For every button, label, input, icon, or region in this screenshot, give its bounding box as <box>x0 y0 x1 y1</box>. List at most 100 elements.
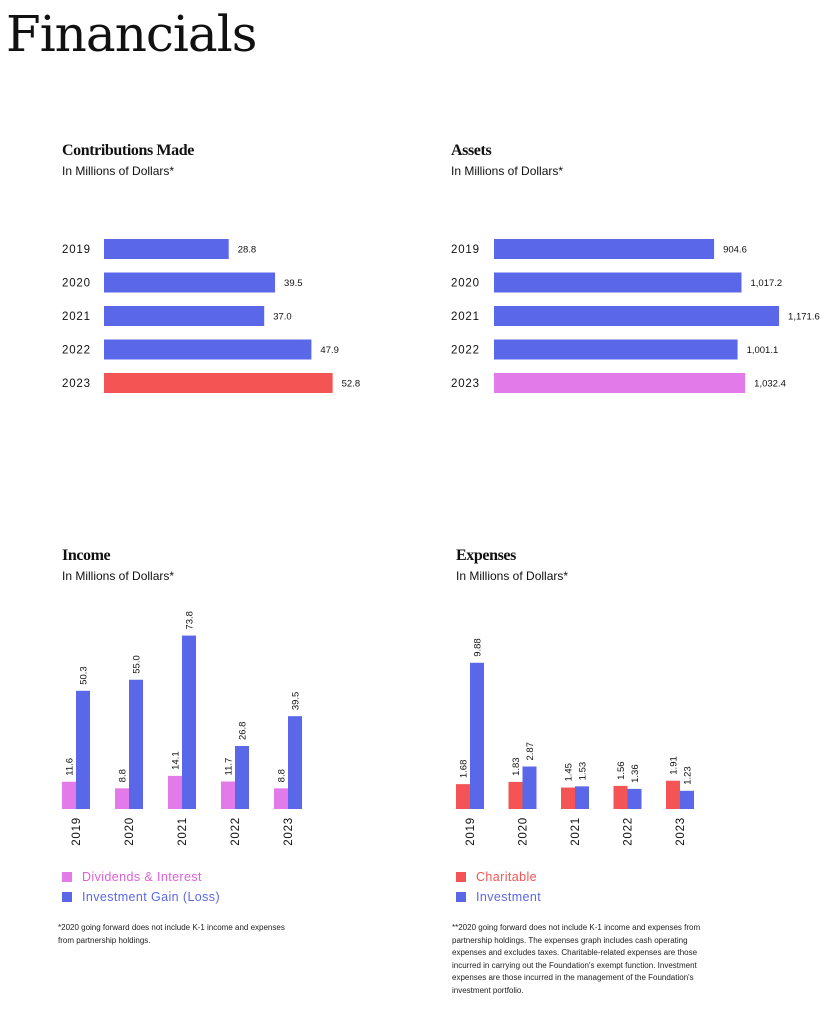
value-label: 28.8 <box>238 245 256 256</box>
bar-series-2 <box>680 790 694 809</box>
bar-series-2 <box>575 786 589 809</box>
contributions-chart: 2019 28.8 2020 39.5 2021 37.0 2022 47.9 2023 52.8 <box>62 239 361 393</box>
value-label: 1.23 <box>683 766 694 785</box>
year-label: 2023 <box>283 817 295 846</box>
year-label: 2022 <box>230 817 242 846</box>
value-label: 1.91 <box>669 756 680 775</box>
assets-title: Assets <box>451 142 492 159</box>
year-label: 2019 <box>62 244 91 256</box>
year-label: 2020 <box>62 278 91 290</box>
bar-series-1 <box>115 788 129 809</box>
bar-series-1 <box>168 775 182 809</box>
legend-item-charitable: Charitable <box>456 867 541 887</box>
year-label: 2022 <box>623 817 635 846</box>
investment-swatch <box>456 892 466 902</box>
expenses-chart: 1.68 9.88 2019 1.832.87 2020 1.45 1.53 2021 1.56… <box>456 638 694 846</box>
value-label: 11.6 <box>65 758 76 776</box>
income-panel: Income In Millions of Dollars* 11.6 50.3 2… <box>62 547 362 867</box>
bar <box>104 272 276 293</box>
assets-chart: 2019 904.6 2020 1,017.2 2021 1,171.6 2022 1,001… <box>451 239 820 393</box>
value-label: 55.0 <box>132 655 143 674</box>
bar-series-1 <box>274 788 288 809</box>
value-label: 1.45 <box>564 763 575 782</box>
year-label: 2019 <box>465 817 477 846</box>
value-label: 1,017.2 <box>750 278 782 289</box>
value-label: 37.0 <box>273 312 292 323</box>
value-label: 11.7 <box>224 758 235 776</box>
bar-series-2 <box>470 662 484 809</box>
value-label: 1,032.4 <box>754 379 786 390</box>
bar-series-2 <box>235 746 249 809</box>
year-label: 2020 <box>518 817 530 846</box>
page-title: Financials <box>6 5 257 63</box>
value-label: 39.5 <box>284 278 303 289</box>
bar-highlight <box>104 373 333 393</box>
bar <box>494 272 742 293</box>
bar-series-1 <box>666 780 680 809</box>
bar-series-2 <box>522 766 537 809</box>
investment-gain-swatch <box>62 892 72 902</box>
value-label: 52.8 <box>342 379 361 390</box>
year-label: 2020 <box>124 817 136 846</box>
value-label: 26.8 <box>238 722 249 741</box>
bar-series-2 <box>182 635 196 809</box>
legend-label-investment-gain: Investment Gain (Loss) <box>82 890 221 904</box>
value-label: 1,001.1 <box>747 345 779 356</box>
income-legend: Dividends & Interest Investment Gain (Lo… <box>62 867 220 907</box>
year-label: 2021 <box>451 311 480 323</box>
bar <box>104 306 265 326</box>
expenses-panel: Expenses In Millions of Dollars* 1.68 9.8… <box>456 547 756 867</box>
contributions-title: Contributions Made <box>62 142 194 159</box>
bar-series-2 <box>76 690 90 809</box>
year-label: 2023 <box>451 378 480 390</box>
year-label: 2019 <box>71 817 83 846</box>
bar-series-1 <box>456 784 470 809</box>
bar-series-1 <box>561 787 575 809</box>
year-label: 2023 <box>675 817 687 846</box>
value-label: 50.3 <box>79 666 90 685</box>
income-subtitle: In Millions of Dollars* <box>62 569 175 583</box>
year-label: 2023 <box>62 378 91 390</box>
bar <box>494 239 715 259</box>
legend-label-investment: Investment <box>476 890 542 904</box>
bar-series-2 <box>627 788 642 809</box>
value-label: 1.53 <box>578 762 589 781</box>
bar <box>104 339 312 360</box>
bar-series-2 <box>129 679 143 809</box>
year-label: 2021 <box>177 817 189 846</box>
value-label: 1.56 <box>616 761 627 780</box>
bar-series-1 <box>221 781 235 809</box>
bar-series-2 <box>288 716 302 809</box>
value-label: 1,171.6 <box>788 312 820 323</box>
income-title: Income <box>62 547 111 564</box>
bar-series-1 <box>613 785 628 809</box>
value-label: 39.5 <box>291 692 302 711</box>
bar-highlight <box>494 373 746 393</box>
bar <box>494 306 780 326</box>
year-label: 2021 <box>570 817 582 846</box>
value-label: 1.83 <box>511 757 522 776</box>
income-footnote: *2020 going forward does not include K-1… <box>58 923 285 945</box>
income-chart: 11.6 50.3 2019 8.8 55.0 2020 14.1 73.8 2021 11.7 2… <box>62 611 302 846</box>
legend-item-dividends: Dividends & Interest <box>62 867 220 887</box>
legend-label-charitable: Charitable <box>476 870 537 884</box>
bar-series-1 <box>62 781 76 809</box>
legend-label-dividends: Dividends & Interest <box>82 870 202 884</box>
assets-panel: Assets In Millions of Dollars* 2019 904.6… <box>451 142 821 402</box>
value-label: 1.36 <box>630 764 641 783</box>
value-label: 8.8 <box>277 769 288 782</box>
year-label: 2020 <box>451 278 480 290</box>
legend-item-investment: Investment <box>456 887 541 907</box>
assets-subtitle: In Millions of Dollars* <box>451 164 564 178</box>
value-label: 904.6 <box>723 245 747 256</box>
charitable-swatch <box>456 872 466 882</box>
bar <box>494 339 738 360</box>
bar-series-1 <box>508 781 523 809</box>
expenses-footnote: **2020 going forward does not include K-… <box>452 923 701 995</box>
expenses-subtitle: In Millions of Dollars* <box>456 569 569 583</box>
value-label: 47.9 <box>320 345 339 356</box>
value-label: 2.87 <box>525 742 536 761</box>
year-label: 2019 <box>451 244 480 256</box>
contributions-panel: Contributions Made In Millions of Dollar… <box>62 142 392 402</box>
dividends-swatch <box>62 872 72 882</box>
